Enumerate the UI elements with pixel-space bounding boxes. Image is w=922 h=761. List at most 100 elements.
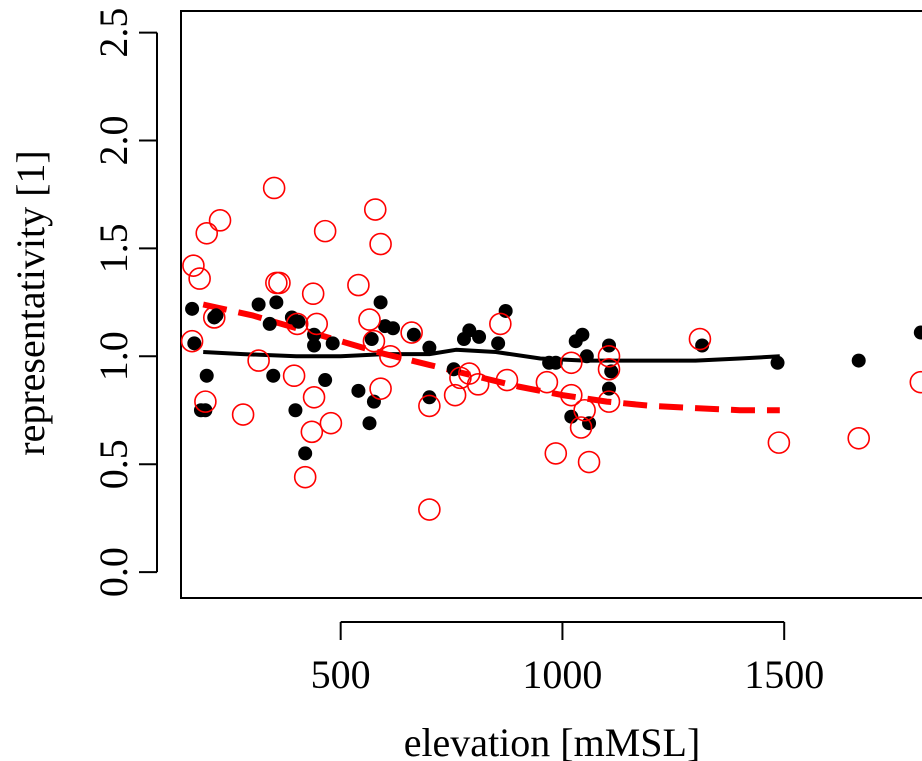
black-point bbox=[386, 321, 401, 336]
red-open-point bbox=[369, 232, 392, 256]
red-open-point bbox=[597, 344, 621, 368]
red-open-point bbox=[293, 465, 317, 489]
x-axis-title: elevation [mMSL] bbox=[404, 720, 701, 761]
black-point bbox=[185, 301, 200, 316]
red-open-point bbox=[319, 411, 343, 435]
red-open-point bbox=[560, 351, 583, 375]
red-open-point bbox=[347, 273, 370, 297]
black-point bbox=[288, 403, 303, 418]
black-point bbox=[364, 332, 379, 347]
black-point bbox=[602, 381, 617, 396]
black-point bbox=[307, 338, 322, 353]
red-open-point bbox=[379, 344, 402, 368]
black-point bbox=[770, 355, 785, 370]
black-point bbox=[251, 297, 266, 312]
red-open-point bbox=[231, 403, 255, 426]
red-open-point bbox=[573, 398, 596, 422]
red-open-point bbox=[194, 390, 217, 413]
black-point bbox=[209, 308, 224, 323]
y-axis-title: representativity [1] bbox=[8, 150, 53, 455]
red-open-point bbox=[301, 282, 325, 306]
black-point bbox=[198, 403, 213, 418]
red-open-point bbox=[305, 312, 329, 336]
red-open-point bbox=[443, 383, 467, 407]
y-tick-label: 0.5 bbox=[91, 439, 136, 489]
red-open-point bbox=[369, 377, 392, 400]
y-tick-label: 0.0 bbox=[91, 547, 136, 597]
red-open-point bbox=[285, 312, 309, 336]
black-point bbox=[579, 349, 594, 364]
red-open-point bbox=[363, 198, 387, 221]
red-open-point bbox=[535, 370, 559, 394]
red-open-point bbox=[847, 427, 871, 450]
black-point bbox=[491, 336, 506, 351]
red-open-point bbox=[300, 420, 324, 444]
black-point bbox=[422, 390, 437, 405]
red-open-point bbox=[909, 370, 922, 394]
red-open-point bbox=[302, 385, 326, 409]
black-point bbox=[548, 355, 563, 370]
red-open-point bbox=[597, 390, 621, 413]
black-point bbox=[291, 314, 306, 329]
red-open-point bbox=[313, 219, 337, 243]
black-point bbox=[472, 329, 487, 344]
black-point bbox=[318, 373, 333, 388]
red-open-point bbox=[400, 321, 423, 344]
black-point bbox=[269, 295, 284, 310]
black-point bbox=[325, 336, 340, 351]
red-open-point bbox=[208, 209, 232, 232]
black-point bbox=[604, 364, 619, 379]
black-point bbox=[913, 325, 922, 340]
red-open-point bbox=[182, 254, 205, 277]
red-open-point bbox=[268, 271, 291, 295]
black-point bbox=[498, 303, 513, 318]
red-open-point bbox=[489, 312, 512, 336]
black-point bbox=[851, 353, 866, 368]
red-open-point bbox=[688, 327, 712, 351]
red-open-point bbox=[180, 329, 204, 353]
black-point bbox=[582, 416, 597, 431]
black-point bbox=[187, 336, 202, 351]
x-tick-label: 500 bbox=[311, 652, 371, 697]
plot-frame bbox=[180, 10, 922, 599]
black-point bbox=[695, 338, 710, 353]
black-point bbox=[362, 416, 377, 431]
black-point bbox=[373, 295, 388, 310]
axes: 500 1000 1500 0.0 0.5 1.0 1.5 2.0 2.5 bbox=[91, 8, 922, 697]
red-open-point bbox=[358, 308, 381, 331]
black-point bbox=[575, 327, 590, 342]
x-tick-label: 1500 bbox=[744, 652, 824, 697]
red-open-point bbox=[195, 221, 219, 245]
red-open-point bbox=[495, 368, 519, 392]
red-open-point bbox=[466, 373, 490, 396]
black-point bbox=[266, 368, 281, 383]
black-point bbox=[422, 340, 437, 355]
red-open-point bbox=[577, 450, 601, 474]
series-layer bbox=[180, 176, 922, 521]
black-point bbox=[199, 368, 214, 383]
red-open-point bbox=[544, 442, 568, 465]
y-tick-label: 2.0 bbox=[91, 115, 136, 165]
red-open-point bbox=[282, 364, 306, 388]
black-point bbox=[351, 383, 366, 398]
y-tick-label: 1.5 bbox=[91, 223, 136, 273]
trend-line-black bbox=[203, 347, 780, 363]
red-open-point bbox=[560, 383, 583, 407]
red-open-point bbox=[202, 306, 226, 329]
red-open-point bbox=[247, 349, 270, 372]
x-tick-label: 1000 bbox=[522, 652, 602, 697]
black-point bbox=[262, 316, 277, 331]
red-open-point bbox=[262, 176, 286, 200]
red-open-point bbox=[569, 416, 593, 439]
y-tick-label: 1.0 bbox=[91, 331, 136, 381]
black-point bbox=[406, 327, 421, 342]
red-open-point bbox=[597, 357, 621, 381]
red-open-point bbox=[188, 267, 211, 290]
red-open-point bbox=[362, 329, 386, 353]
red-open-point bbox=[418, 394, 441, 418]
y-tick-label: 2.5 bbox=[91, 8, 136, 58]
black-point bbox=[298, 446, 313, 461]
red-open-point bbox=[767, 431, 791, 454]
red-open-point bbox=[418, 498, 441, 521]
